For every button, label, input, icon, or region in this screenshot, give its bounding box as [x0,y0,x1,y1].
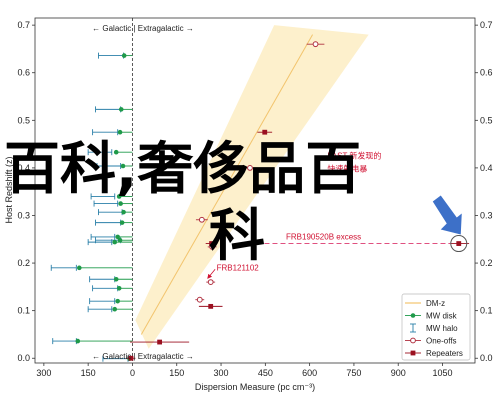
y-tick-label-right: 0.0 [480,353,493,363]
mw-disk-point [113,149,119,155]
mw-disk-point [121,209,126,215]
mw-disk-point [120,163,126,169]
y-tick-label-right: 0.6 [480,68,493,78]
legend-entry: DM-z [405,299,445,308]
annotation-label: 快速射电暴 [327,164,367,174]
legend-box [401,293,471,361]
mw-disk-point [117,237,123,243]
legend-entry: Repeaters [405,349,463,358]
x-axis-label: Dispersion Measure (pc cm⁻³) [195,382,315,392]
x-tick-label: 1050 [433,368,453,378]
legend-label: MW disk [426,312,458,321]
bottom-galactic-annotation: ← Galactic | Extragalactic → [92,352,194,361]
mw-disk-point [75,338,81,344]
y-tick-label-right: 0.7 [480,20,493,30]
y-tick-label-left: 0.1 [17,306,30,316]
mw-disk-point [117,129,123,135]
y-tick-label-right: 0.3 [480,210,493,220]
x-tick-label: 150 [169,368,184,378]
mw-disk-point [118,201,123,206]
annotation-label: FRB121102 [217,264,260,273]
y-axis-label: Host Redshift (z) [4,156,14,223]
one-off-point [312,41,319,48]
dmz-line [140,34,314,335]
mw-disk-point [116,285,122,291]
y-tick-label-right: 0.1 [480,306,493,316]
x-tick-label: 450 [258,368,273,378]
overlay-text-line2: 科 [209,204,265,269]
y-tick-label-left: 0.6 [17,68,30,78]
legend-entry: MW halo [410,323,458,333]
legend-swatch-repeater [410,350,416,356]
one-off-point [198,216,205,223]
legend: DM-z MW disk MW halo One-offs Repeaters [401,293,471,361]
legend-swatch-oneoff [410,337,416,344]
y-tick-label-left: 0.0 [17,353,30,363]
legend-entry: MW disk [405,312,458,321]
legend-swatch-disk [410,313,416,318]
x-tick-label: 300 [36,368,51,378]
legend-label: MW halo [426,324,458,333]
y-tick-label-left: 0.5 [17,115,30,125]
legend-label: Repeaters [426,349,463,358]
x-tick-label: 0 [130,368,135,378]
repeater-point [208,303,214,309]
annotation-label: FRB190520B excess [286,232,361,241]
mw-disk-point [119,220,125,225]
y-tick-label-right: 0.2 [480,258,493,268]
x-tick-label: 600 [302,368,317,378]
highlight-circle [450,235,468,253]
repeater-point [128,355,134,361]
plot-frame [34,17,476,364]
y-tick-label-right: 0.5 [480,115,493,125]
frb121102-arrow [207,269,216,279]
legend-label: One-offs [426,337,457,346]
repeater-point [157,339,163,345]
x-tick-label: 900 [391,368,406,378]
axis-layer: 300 150 0 150 300 450 600 750 900 1050 0.0 0.0 0.1 0.… [17,20,492,378]
mw-disk-point [113,276,119,282]
overlay-text-line1: 百科,奢侈品百 [4,137,362,202]
top-galactic-annotation: ← Galactic | Extragalactic → [92,24,194,33]
blue-arrow [432,195,462,235]
mw-disk-point [115,234,120,240]
y-tick-label-right: 0.4 [480,163,493,173]
mw-disk-point [112,306,118,312]
mw-disk-point [76,265,82,271]
mw-disk-point [112,239,118,245]
mw-disk-point [118,107,124,112]
y-tick-label-left: 0.4 [17,163,30,173]
repeater-point [209,241,214,246]
legend-label: DM-z [426,299,445,308]
mw-disk-point [116,194,122,199]
repeater-point [456,241,462,246]
one-off-point [207,279,214,286]
annotation-label: FAST 新发现的 [327,150,381,160]
x-tick-label: 150 [81,368,96,378]
y-tick-label-left: 0.3 [17,210,30,220]
one-off-point [196,296,203,303]
dmz-band-layer [132,18,369,363]
mw-disk-point [115,298,120,304]
dmz-band [135,25,369,349]
y-tick-label-left: 0.2 [17,258,30,268]
mw-disk-point [121,53,127,58]
legend-entry: One-offs [405,337,457,346]
y-tick-label-left: 0.7 [17,20,30,30]
x-tick-label: 750 [346,368,361,378]
x-tick-label: 300 [214,368,229,378]
repeater-point [262,129,268,135]
series-layer [50,41,470,362]
one-off-point [247,164,253,171]
